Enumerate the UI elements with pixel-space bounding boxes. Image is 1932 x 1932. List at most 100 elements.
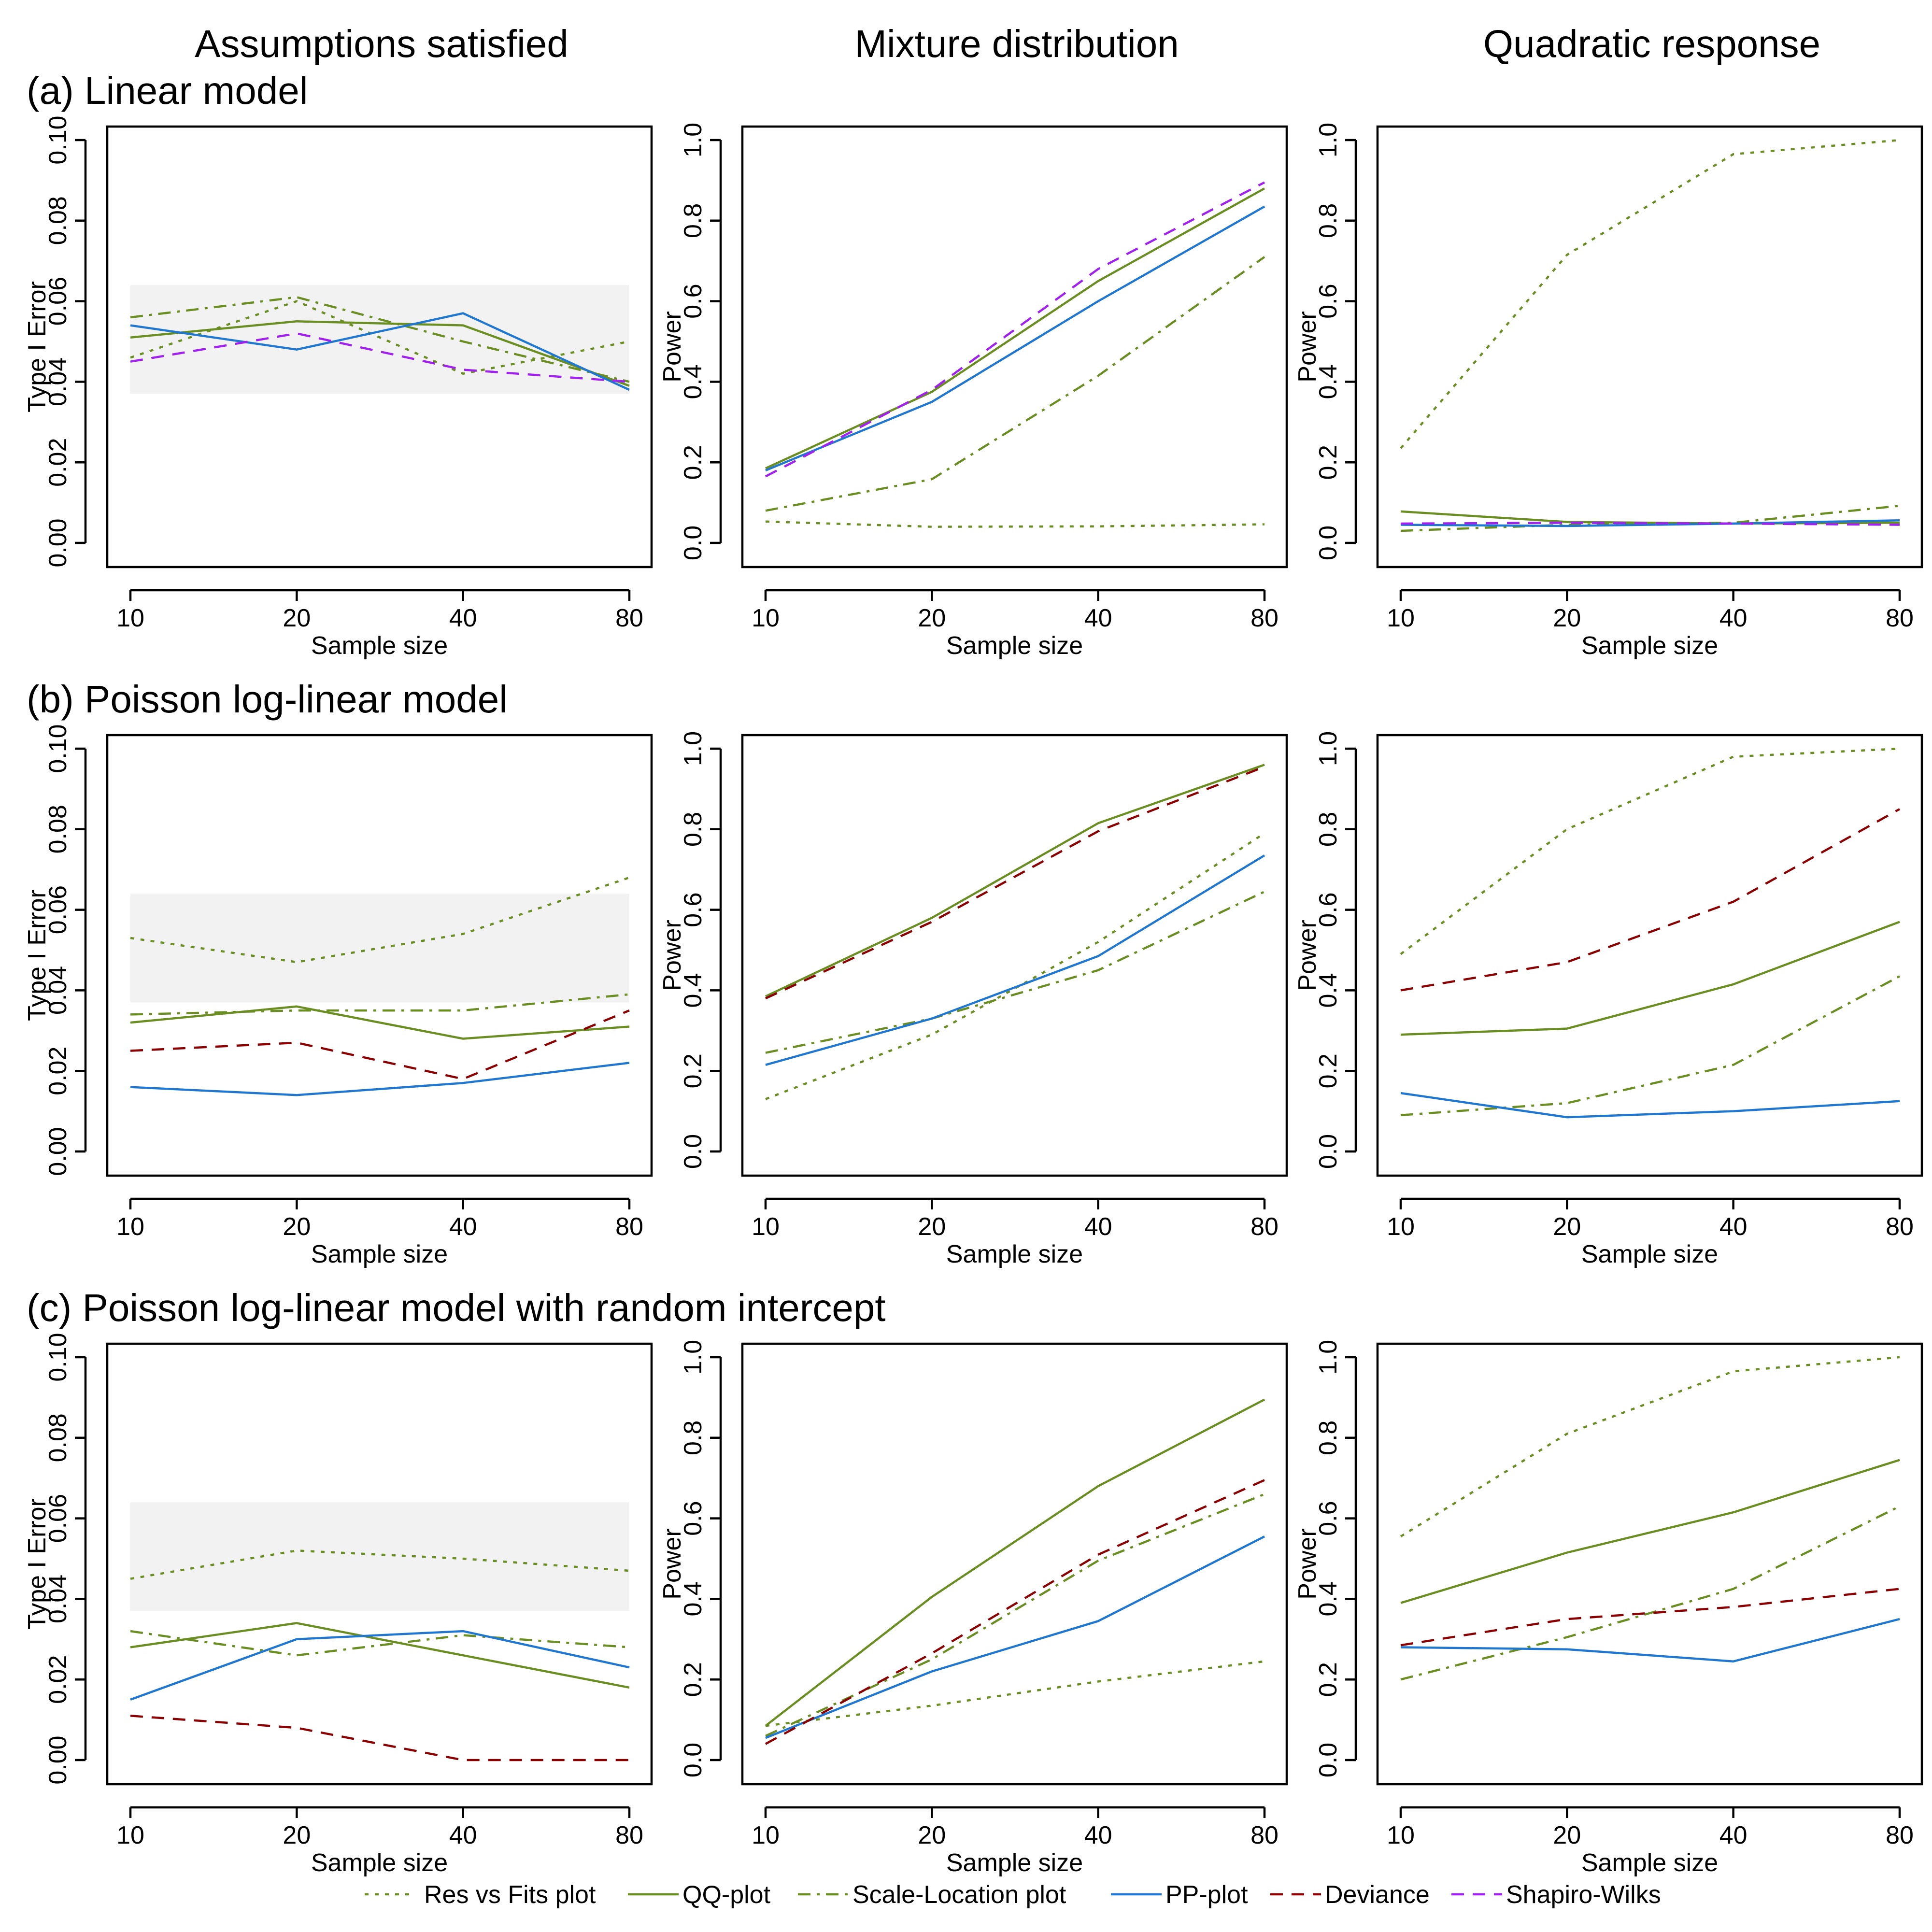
x-tick-label-c1: 20 — [283, 1821, 311, 1849]
legend-label-sw: Shapiro-Wilks — [1506, 1881, 1661, 1909]
y-tick-label-a1: 0.04 — [44, 357, 72, 406]
legend-label-qq: QQ-plot — [682, 1881, 771, 1909]
y-tick-label-c2: 0.4 — [679, 1581, 707, 1616]
legend-item-sw: Shapiro-Wilks — [1451, 1881, 1661, 1909]
series-dev-c1 — [130, 1715, 629, 1762]
y-tick-label-a3: 0.2 — [1314, 445, 1342, 480]
series-pp-b1 — [130, 1062, 630, 1096]
x-tick-label-c1: 80 — [615, 1821, 643, 1849]
x-tick-label-b2: 40 — [1084, 1213, 1112, 1241]
row-title-poisson-random: (c) Poisson log-linear model with random… — [27, 1286, 886, 1329]
y-tick-label-c3: 0.2 — [1314, 1662, 1342, 1697]
x-tick-label-b1: 10 — [116, 1213, 144, 1241]
y-tick-label-c3: 1.0 — [1314, 1340, 1342, 1375]
series-dev-b1 — [130, 1009, 630, 1080]
y-tick-label-a1: 0.02 — [44, 438, 72, 487]
series-qq-b3 — [1400, 921, 1900, 1036]
y-tick-label-a3: 0.6 — [1314, 284, 1342, 318]
y-tick-label-c1: 0.00 — [44, 1735, 72, 1784]
series-resfits-c2 — [765, 1660, 1265, 1727]
series-qq-c2 — [765, 1398, 1265, 1727]
series-pp-a3 — [1400, 519, 1900, 527]
x-axis-label-b2: Sample size — [946, 1240, 1083, 1268]
y-tick-label-c1: 0.04 — [44, 1575, 72, 1623]
plot-frame-b2 — [741, 734, 1288, 1177]
x-tick-label-b3: 20 — [1553, 1213, 1581, 1241]
series-pp-b3 — [1400, 1092, 1900, 1119]
series-qq-c1 — [130, 1622, 630, 1689]
y-tick-label-a1: 0.00 — [44, 518, 72, 567]
y-tick-label-b2: 0.6 — [679, 892, 707, 927]
series-resfits-a3 — [1400, 139, 1900, 449]
x-tick-label-a1: 40 — [449, 604, 477, 632]
x-tick-label-a3: 20 — [1553, 604, 1581, 632]
series-resfits-b3 — [1400, 747, 1900, 955]
y-tick-label-a3: 1.0 — [1314, 123, 1342, 157]
legend-label-resfits: Res vs Fits plot — [424, 1881, 596, 1909]
y-tick-label-a2: 0.4 — [679, 364, 707, 399]
x-tick-label-c1: 10 — [116, 1821, 144, 1849]
x-tick-label-a3: 10 — [1387, 604, 1415, 632]
series-sl-b2 — [765, 891, 1265, 1054]
y-tick-label-c2: 0.2 — [679, 1662, 707, 1697]
series-qq-a2 — [765, 187, 1265, 469]
panel-a1: 0.00 0.02 0.04 0.06 0.08 0.10 Type I Error 10 20… — [23, 115, 653, 660]
series-qq-b2 — [765, 764, 1265, 997]
series-sl-b3 — [1400, 975, 1901, 1117]
series-pp-b2 — [765, 854, 1265, 1066]
series-resfits-a2 — [765, 520, 1265, 528]
x-axis-label-b3: Sample size — [1581, 1240, 1718, 1268]
panel-c2: 0.0 0.2 0.4 0.6 0.8 1.0 Power 10 20 40 80 Sample si… — [658, 1340, 1288, 1877]
series-qq-c3 — [1400, 1459, 1900, 1604]
series-sw-a2 — [765, 181, 1265, 478]
plot-frame-c2 — [741, 1342, 1288, 1786]
series-sl-c2 — [765, 1493, 1265, 1737]
y-tick-label-b1: 0.06 — [44, 885, 72, 934]
legend-label-sl: Scale-Location plot — [852, 1881, 1066, 1909]
x-tick-label-a3: 80 — [1886, 604, 1914, 632]
x-tick-label-a1: 80 — [615, 604, 643, 632]
y-tick-label-a1: 0.10 — [44, 115, 72, 164]
series-sl-a3 — [1400, 505, 1900, 532]
x-tick-label-c2: 20 — [918, 1821, 946, 1849]
y-tick-label-a2: 1.0 — [679, 123, 707, 157]
y-axis-label-a1: Type I Error — [23, 281, 51, 412]
series-pp-a1 — [130, 312, 630, 391]
y-tick-label-a3: 0.0 — [1314, 526, 1342, 560]
y-tick-label-c1: 0.02 — [44, 1655, 72, 1704]
y-tick-label-b1: 0.10 — [44, 724, 72, 773]
x-tick-label-b1: 20 — [283, 1213, 311, 1241]
series-qq-a1 — [130, 320, 630, 387]
panel-a3: 0.0 0.2 0.4 0.6 0.8 1.0 Power 10 20 40 80 Sample si… — [1293, 123, 1923, 660]
y-axis-label-c1: Type I Error — [23, 1498, 51, 1630]
x-tick-label-c3: 20 — [1553, 1821, 1581, 1849]
row-title-linear: (a) Linear model — [27, 69, 308, 112]
x-tick-label-b2: 20 — [918, 1213, 946, 1241]
legend-item-pp: PP-plot — [1111, 1881, 1248, 1909]
x-tick-label-a2: 80 — [1250, 604, 1279, 632]
plot-frame-a1 — [106, 125, 653, 568]
y-tick-label-a2: 0.0 — [679, 526, 707, 560]
y-tick-label-c3: 0.8 — [1314, 1421, 1342, 1455]
y-tick-label-a1: 0.08 — [44, 196, 72, 245]
x-tick-label-b1: 40 — [449, 1213, 477, 1241]
legend-label-dev: Deviance — [1325, 1881, 1430, 1909]
x-tick-label-b2: 10 — [752, 1213, 780, 1241]
series-dev-b3 — [1400, 808, 1901, 992]
y-axis-label-a2: Power — [658, 311, 686, 382]
panel-c1: 0.00 0.02 0.04 0.06 0.08 0.10 Type I Error 10 20… — [23, 1333, 653, 1877]
x-axis-label-b1: Sample size — [311, 1240, 448, 1268]
y-tick-label-b1: 0.04 — [44, 966, 72, 1015]
y-tick-label-b1: 0.02 — [44, 1047, 72, 1095]
y-axis-label-c3: Power — [1293, 1528, 1321, 1599]
y-tick-label-b3: 0.8 — [1314, 812, 1342, 847]
plot-frame-c1 — [106, 1342, 653, 1786]
y-tick-label-a3: 0.4 — [1314, 364, 1342, 399]
x-tick-label-b3: 40 — [1719, 1213, 1747, 1241]
y-axis-label-b3: Power — [1293, 920, 1321, 991]
y-tick-label-b1: 0.00 — [44, 1127, 72, 1176]
y-tick-label-c3: 0.6 — [1314, 1501, 1342, 1535]
x-tick-label-a2: 20 — [918, 604, 946, 632]
legend-item-qq: QQ-plot — [628, 1881, 771, 1909]
